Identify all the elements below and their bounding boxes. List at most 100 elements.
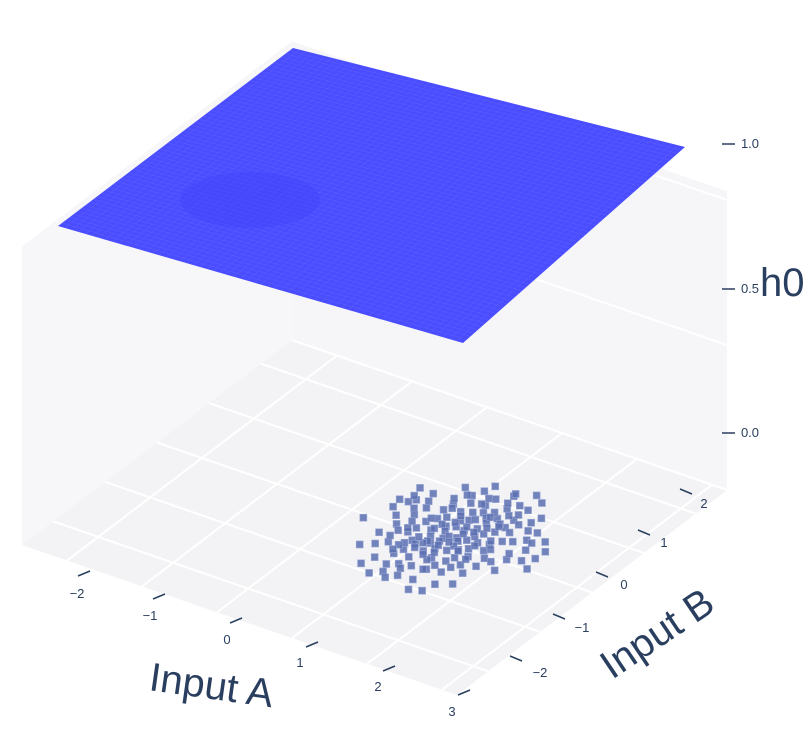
- scatter-point: [495, 522, 503, 531]
- scatter-point: [431, 580, 439, 589]
- x-tick-mark: [229, 617, 243, 624]
- scatter-point: [419, 539, 427, 547]
- y-tick-mark: [595, 571, 609, 578]
- surface-plane: [58, 48, 685, 343]
- scatter-point: [419, 565, 427, 574]
- x-tick-label: 3: [448, 704, 455, 719]
- scatter-point: [523, 565, 531, 573]
- scatter-point: [491, 528, 499, 536]
- x-axis-ticks: −2 −1 0 1 2 3: [70, 570, 471, 719]
- scatter-point: [533, 529, 542, 537]
- scatter-point: [490, 566, 499, 575]
- scatter-point: [409, 575, 417, 584]
- floor-grid-line-b: [208, 402, 645, 555]
- scatter-point: [521, 546, 530, 554]
- scatter-point: [490, 508, 499, 517]
- z-tick-label: 0.5: [741, 281, 759, 296]
- scatter-point: [410, 504, 418, 512]
- y-tick-label: −1: [575, 620, 590, 635]
- x-axis-title: Input A: [147, 655, 277, 716]
- scatter-point: [541, 547, 550, 556]
- scatter-point: [463, 536, 471, 544]
- floor-grid-line-b: [260, 362, 697, 515]
- scatter-point: [461, 555, 470, 564]
- surface-mesh-line: [429, 138, 653, 334]
- scatter-point: [408, 517, 416, 526]
- scatter-point: [486, 513, 495, 522]
- scatter-point: [418, 586, 426, 595]
- scatter-point: [516, 501, 524, 510]
- scatter-point: [448, 580, 457, 588]
- scatter-point: [458, 569, 467, 577]
- scatter-point: [456, 561, 465, 569]
- scatter-point: [437, 568, 445, 576]
- scatter-point: [446, 563, 455, 572]
- scatter-point: [509, 516, 518, 525]
- scatter-point: [392, 511, 400, 519]
- surface-mesh-line: [442, 141, 666, 338]
- scatter-point: [541, 538, 549, 546]
- scatter-point: [412, 524, 421, 532]
- scatter-point: [524, 506, 532, 515]
- scatter-point: [498, 537, 506, 546]
- surface-mesh-line: [273, 62, 667, 164]
- scatter-point: [477, 500, 486, 508]
- scatter-point: [407, 561, 416, 570]
- scatter-point: [419, 550, 427, 559]
- floor-grid-line-b: [52, 520, 489, 673]
- wall-grid-line: [291, 339, 728, 491]
- scatter-point: [389, 502, 397, 511]
- scatter-point: [445, 538, 453, 546]
- y-tick-label: 2: [700, 496, 707, 511]
- scatter-point: [508, 537, 517, 546]
- scatter-point: [470, 528, 478, 537]
- scatter-point: [430, 548, 439, 557]
- surface-mesh-line: [289, 50, 682, 151]
- scatter-point: [459, 529, 468, 538]
- scatter-point: [514, 520, 523, 529]
- x-tick-mark: [152, 593, 166, 600]
- scatter-point: [491, 495, 500, 503]
- x-tick-label: 0: [223, 632, 230, 647]
- scatter-point: [415, 533, 423, 541]
- surface-mesh-line: [285, 53, 678, 154]
- x-tick-mark: [305, 641, 319, 648]
- x-tick-mark: [77, 570, 91, 577]
- scatter-point: [375, 528, 383, 537]
- scatter-point: [443, 513, 451, 522]
- scatter-point: [517, 556, 526, 565]
- scatter-point: [384, 537, 393, 546]
- scatter-point: [538, 499, 546, 507]
- scatter-point: [404, 497, 413, 506]
- y-axis-ticks: −2 −1 0 1 2: [509, 488, 708, 680]
- scatter-point: [394, 540, 403, 549]
- x-tick-label: 2: [374, 679, 381, 694]
- z-tick-label: 1.0: [741, 136, 759, 151]
- y-tick-mark: [509, 655, 523, 662]
- surface-mesh-line: [269, 65, 663, 167]
- surface-mesh-line: [449, 143, 673, 340]
- scatter-point: [467, 499, 475, 507]
- floor-grid-line-b: [104, 480, 541, 633]
- y-tick-mark: [637, 529, 651, 536]
- scatter-point: [471, 515, 480, 524]
- scatter-point: [485, 494, 493, 503]
- surface-shade: [180, 172, 320, 228]
- x-tick-label: 1: [296, 655, 303, 670]
- y-tick-mark: [552, 613, 566, 620]
- scatter-point: [381, 573, 389, 582]
- scatter-point: [450, 494, 458, 503]
- y-tick-label: −2: [533, 665, 548, 680]
- scatter-point: [442, 546, 451, 555]
- scatter-point: [527, 539, 536, 547]
- scatter-point: [386, 531, 394, 540]
- surface-mesh-line: [408, 133, 633, 328]
- scatter-point: [359, 513, 368, 522]
- scatter-point: [442, 557, 450, 565]
- scatter-point: [532, 491, 541, 500]
- scatter-point: [429, 489, 438, 498]
- scatter-point: [537, 514, 546, 523]
- y-tick-label: 0: [620, 577, 627, 592]
- scatter-point: [463, 491, 472, 499]
- y-axis-title: Input B: [592, 580, 722, 687]
